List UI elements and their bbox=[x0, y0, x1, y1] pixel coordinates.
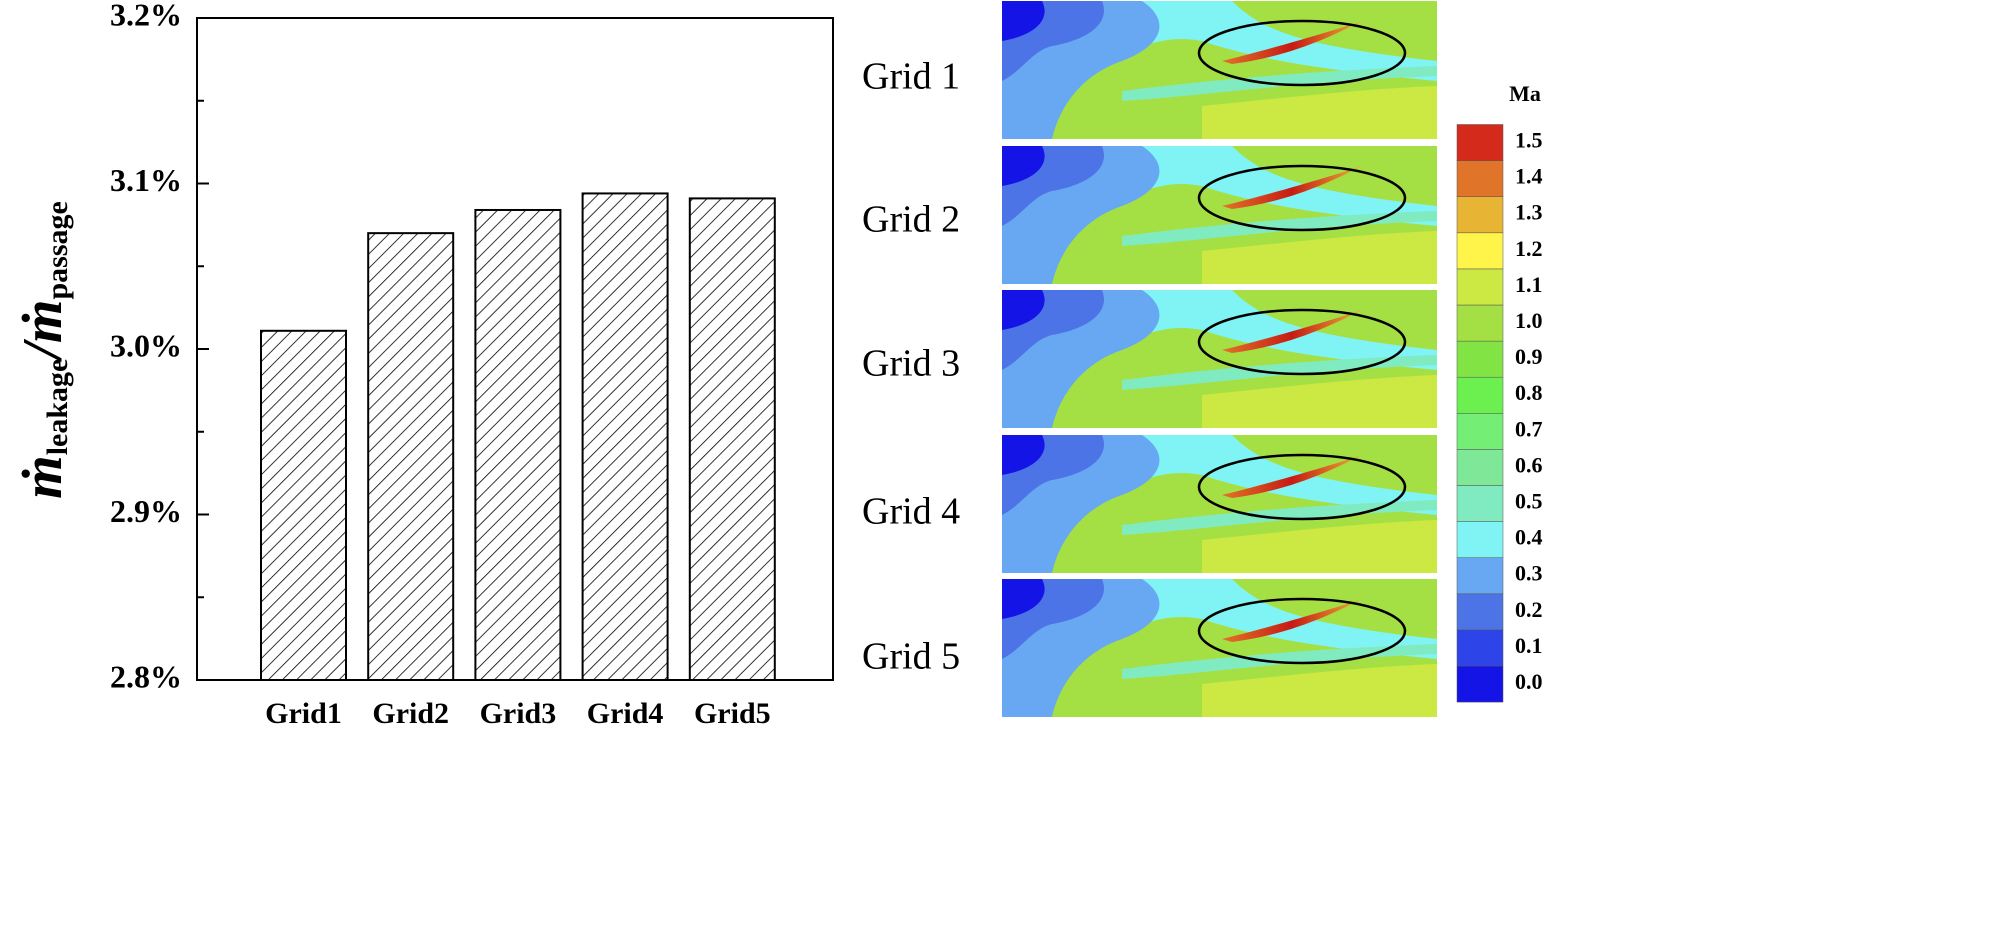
colorbar-label: 1.5 bbox=[1515, 128, 1543, 153]
colorbar-label: 0.6 bbox=[1515, 452, 1543, 477]
colorbar-band bbox=[1456, 304, 1504, 342]
contour-panel bbox=[1000, 0, 1439, 141]
colorbar-band bbox=[1456, 340, 1504, 378]
x-tick-label: Grid2 bbox=[372, 697, 449, 730]
colorbar-label: 0.0 bbox=[1515, 669, 1543, 694]
bar bbox=[367, 232, 455, 681]
panel-label: Grid 1 bbox=[862, 56, 960, 98]
panel-label: Grid 4 bbox=[862, 491, 960, 533]
x-tick-label: Grid3 bbox=[480, 697, 557, 730]
y-label-part: ṁ bbox=[12, 455, 74, 499]
bar bbox=[260, 329, 347, 681]
colorbar-band bbox=[1456, 485, 1504, 522]
colorbar-label: 0.2 bbox=[1515, 597, 1543, 622]
contour-panel bbox=[1000, 433, 1439, 575]
colorbar-band bbox=[1456, 665, 1504, 703]
colorbar-band bbox=[1456, 449, 1504, 486]
colorbar-label: 1.2 bbox=[1515, 236, 1543, 261]
colorbar-label: 0.3 bbox=[1515, 561, 1543, 586]
bar bbox=[581, 192, 669, 681]
x-tick-label: Grid5 bbox=[694, 697, 771, 730]
colorbar-band bbox=[1456, 196, 1504, 234]
colorbar-band bbox=[1456, 124, 1504, 161]
colorbar-label: 0.4 bbox=[1515, 525, 1543, 550]
panel-label: Grid 3 bbox=[862, 343, 960, 385]
y-label-part: leakage bbox=[41, 359, 74, 456]
colorbar-band bbox=[1456, 268, 1504, 306]
bar bbox=[688, 197, 776, 682]
colorbar-label: 0.9 bbox=[1515, 344, 1543, 369]
bar bbox=[474, 208, 562, 681]
y-label-part: passage bbox=[41, 201, 74, 299]
colorbar-label: 1.3 bbox=[1515, 200, 1543, 225]
colorbar-title: Ma bbox=[1509, 81, 1541, 106]
y-tick-label: 3.2% bbox=[110, 0, 182, 32]
colorbar-band bbox=[1456, 413, 1504, 450]
panel-label: Grid 5 bbox=[862, 636, 960, 678]
y-axis-label: ṁleakage/ṁpassage bbox=[12, 201, 74, 499]
x-tick-label: Grid4 bbox=[587, 697, 664, 730]
colorbar-band bbox=[1456, 521, 1504, 558]
colorbar-label: 1.0 bbox=[1515, 308, 1543, 333]
colorbar-band bbox=[1456, 232, 1504, 270]
colorbar-label: 1.1 bbox=[1515, 272, 1543, 297]
colorbar-band bbox=[1456, 629, 1504, 667]
contour-panel bbox=[1000, 144, 1439, 286]
x-tick-label: Grid1 bbox=[265, 697, 342, 730]
y-tick-label: 2.8% bbox=[110, 658, 182, 694]
y-tick-label: 3.0% bbox=[110, 327, 182, 363]
colorbar-label: 0.7 bbox=[1515, 416, 1543, 441]
colorbar-label: 1.4 bbox=[1515, 164, 1543, 189]
panel-label: Grid 2 bbox=[862, 199, 960, 241]
colorbar-label: 0.1 bbox=[1515, 633, 1543, 658]
colorbar-band bbox=[1456, 593, 1504, 631]
y-tick-label: 2.9% bbox=[110, 493, 182, 529]
colorbar-band bbox=[1456, 376, 1504, 414]
colorbar-band bbox=[1456, 557, 1504, 595]
colorbar-label: 0.8 bbox=[1515, 380, 1543, 405]
contour-panel bbox=[1000, 288, 1439, 430]
colorbar-band bbox=[1456, 160, 1504, 197]
contour-panel bbox=[1000, 577, 1439, 719]
colorbar-label: 0.5 bbox=[1515, 489, 1543, 514]
y-label-part: /ṁ bbox=[12, 300, 74, 363]
y-tick-label: 3.1% bbox=[110, 162, 182, 198]
